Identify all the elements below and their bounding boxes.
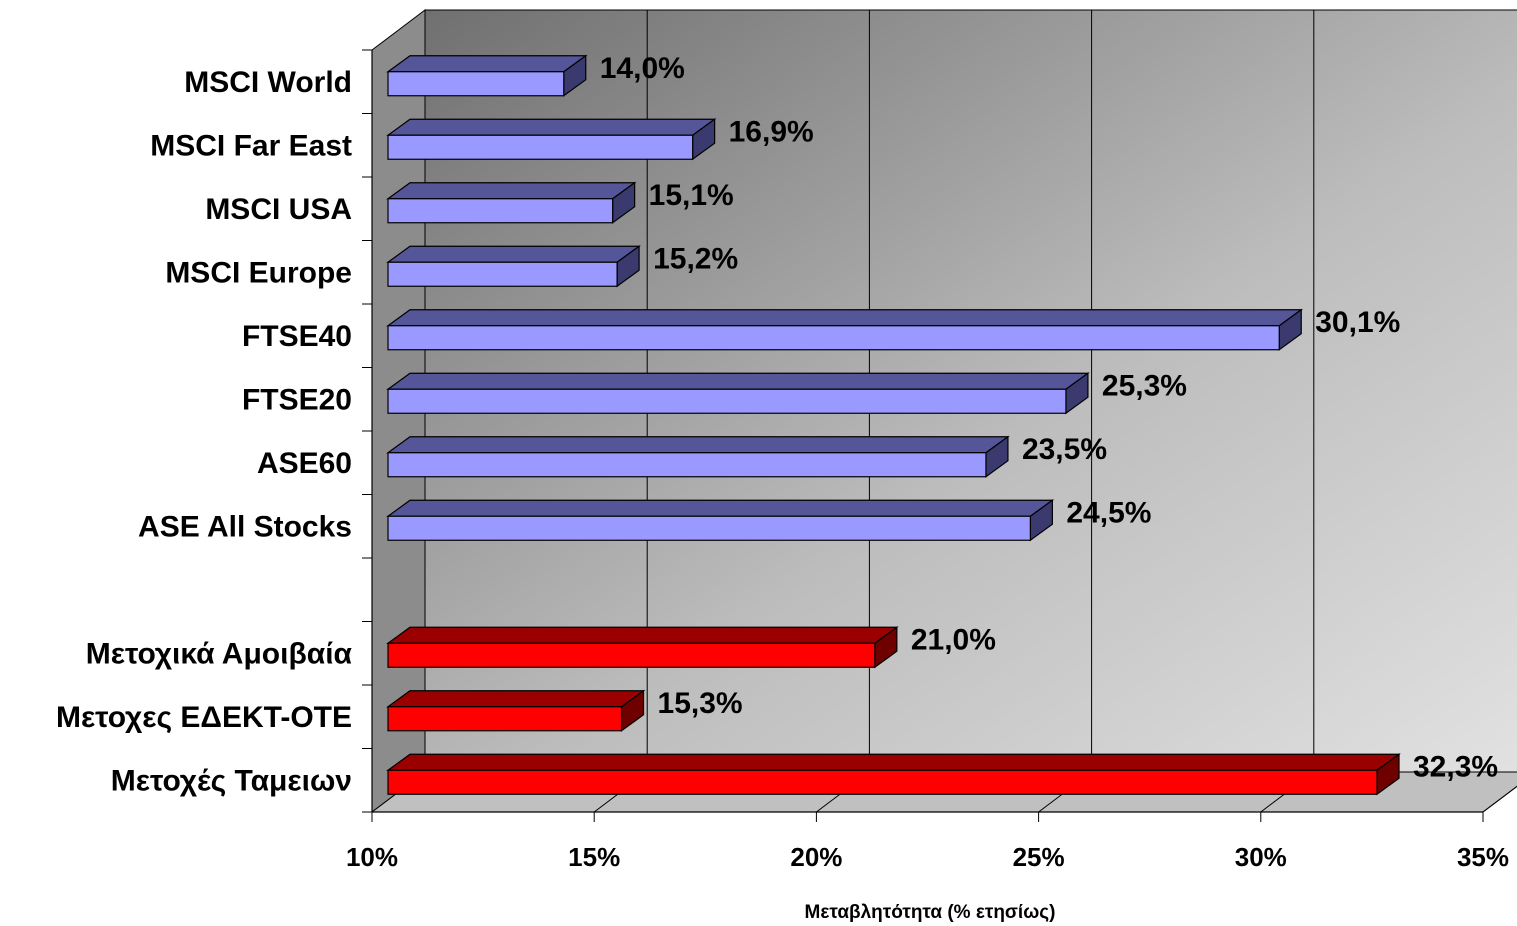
value-label: 30,1% — [1315, 306, 1400, 339]
bar-top — [386, 245, 641, 263]
x-axis-title: Μεταβλητότητα (% ετησίως) — [805, 902, 1056, 923]
bar — [387, 261, 618, 287]
category-label: Μετοχικά Αμοιβαία — [86, 637, 353, 670]
value-label: 23,5% — [1022, 433, 1107, 466]
x-tick-label: 20% — [790, 842, 842, 872]
bar — [387, 515, 1031, 541]
value-label: 25,3% — [1102, 369, 1187, 402]
value-label: 15,2% — [653, 242, 738, 275]
value-label: 15,3% — [658, 687, 743, 720]
category-labels: MSCI World MSCI Far East MSCI USA MSCI Euro… — [56, 66, 353, 798]
bar-top — [386, 55, 588, 73]
value-label: 32,3% — [1413, 750, 1498, 783]
x-tick-labels: 10% 15% 20% 25% 30% 35% — [346, 842, 1509, 872]
category-label: ASE60 — [257, 447, 352, 480]
category-label: Μετοχές Ταμειων — [111, 764, 352, 797]
category-label: ASE All Stocks — [138, 510, 352, 543]
bar-top — [386, 753, 1401, 771]
category-label: MSCI World — [184, 66, 352, 99]
bar — [387, 134, 694, 160]
value-label: 16,9% — [729, 115, 814, 148]
bar-top — [386, 626, 899, 644]
bars — [386, 54, 1401, 796]
bar — [387, 642, 876, 668]
bar-top — [386, 690, 646, 708]
category-label: Μετοχες ΕΔΕΚΤ-ΟΤΕ — [56, 701, 352, 734]
value-label: 24,5% — [1066, 496, 1151, 529]
category-label: MSCI Europe — [165, 256, 352, 289]
x-tick-label: 30% — [1235, 842, 1287, 872]
bar-top — [386, 372, 1090, 390]
value-label: 21,0% — [911, 623, 996, 656]
bar — [387, 198, 614, 224]
category-label: FTSE20 — [242, 383, 352, 416]
bar — [387, 388, 1067, 414]
bar-top — [386, 436, 1010, 454]
bar-top — [386, 309, 1304, 327]
value-label: 15,1% — [649, 179, 734, 212]
x-axis-ticks — [362, 49, 1517, 822]
value-labels: 14,0% 16,9% 15,1% 15,2% 30,1% 25,3% 23,5% 24,5%… — [600, 52, 1498, 784]
x-tick-label: 10% — [346, 842, 398, 872]
floor-edge — [1482, 785, 1517, 813]
x-tick-label: 35% — [1457, 842, 1509, 872]
bar-top — [386, 182, 637, 200]
bar-top — [386, 499, 1055, 517]
bar-top — [386, 118, 717, 136]
x-tick-label: 25% — [1013, 842, 1065, 872]
category-label: FTSE40 — [242, 320, 352, 353]
bar — [387, 706, 623, 732]
x-tick-label: 15% — [568, 842, 620, 872]
bar — [387, 769, 1378, 795]
value-label: 14,0% — [600, 52, 685, 85]
bar — [387, 452, 987, 478]
category-label: MSCI Far East — [150, 129, 352, 162]
bar — [387, 325, 1280, 351]
category-label: MSCI USA — [205, 193, 352, 226]
bar — [387, 71, 565, 97]
